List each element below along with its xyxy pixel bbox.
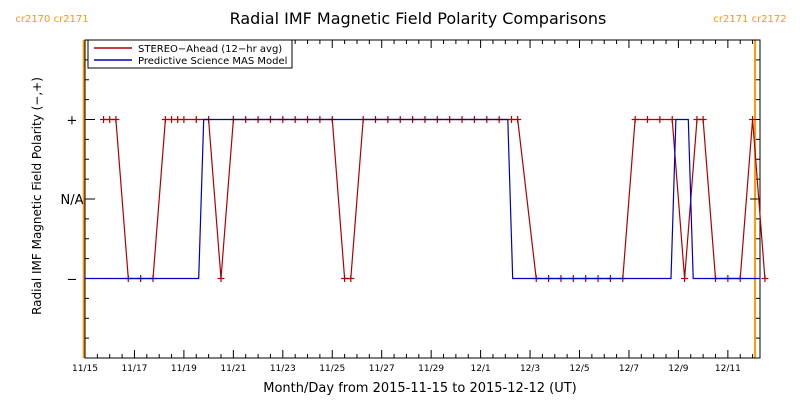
x-tick-label: 12/1 [470, 364, 490, 374]
legend-entry-stereo: STEREO−Ahead (12−hr avg) [138, 44, 282, 55]
x-tick-label: 11/23 [270, 364, 296, 374]
x-tick-label: 11/17 [121, 364, 147, 374]
stereo-data-point [192, 116, 200, 123]
mas-model-series-line [85, 118, 760, 280]
legend: STEREO−Ahead (12−hr avg) Predictive Scie… [87, 39, 293, 69]
carrington-rotation-label: cr2170 cr2171 [15, 14, 88, 25]
x-tick-label: 11/21 [220, 364, 246, 374]
stereo-data-point [699, 116, 707, 123]
stereo-data-point [180, 116, 188, 123]
stereo-data-point [668, 116, 676, 123]
x-tick-label: 12/5 [569, 364, 589, 374]
y-tick-label: N/A [61, 193, 84, 208]
stereo-data-point [761, 275, 769, 282]
x-tick-label: 11/15 [72, 364, 98, 374]
stereo-data-point [644, 116, 651, 123]
x-tick-label: 11/19 [171, 364, 197, 374]
stereo-data-point [168, 116, 176, 123]
carrington-rotation-label: cr2171 cr2172 [713, 14, 786, 25]
stereo-data-point [161, 116, 169, 123]
legend-entry-mas-model: Predictive Science MAS Model [138, 56, 287, 67]
x-tick-label: 11/27 [369, 364, 395, 374]
chart-title: Radial IMF Magnetic Field Polarity Compa… [230, 9, 607, 28]
x-tick-label: 12/11 [715, 364, 741, 374]
x-tick-label: 12/9 [668, 364, 688, 374]
stereo-data-point [749, 116, 757, 123]
stereo-data-point [681, 275, 689, 282]
stereo-data-point [174, 116, 182, 123]
y-tick-label: − [67, 273, 78, 288]
x-tick-label: 12/3 [520, 364, 540, 374]
stereo-data-point [631, 116, 639, 123]
stereo-data-point [656, 116, 664, 123]
x-tick-label: 11/25 [319, 364, 345, 374]
stereo-data-point [100, 116, 108, 123]
stereo-data-point [693, 116, 701, 123]
stereo-data-point [514, 116, 522, 123]
stereo-data-point [106, 116, 114, 123]
x-axis-label: Month/Day from 2015-11-15 to 2015-12-12 … [263, 381, 576, 396]
x-tick-label: 11/29 [418, 364, 444, 374]
y-tick-label: + [67, 114, 78, 129]
y-axis-label: Radial IMF Magnetic Field Polarity (−,+) [30, 77, 44, 315]
stereo-data-point [341, 275, 349, 282]
plot-frame [84, 39, 761, 359]
legend-box [87, 39, 293, 69]
stereo-data-point [347, 275, 355, 282]
stereo-data-point [217, 275, 225, 282]
stereo-data-point [508, 116, 516, 123]
stereo-data-point [112, 116, 120, 123]
x-tick-label: 12/7 [619, 364, 639, 374]
